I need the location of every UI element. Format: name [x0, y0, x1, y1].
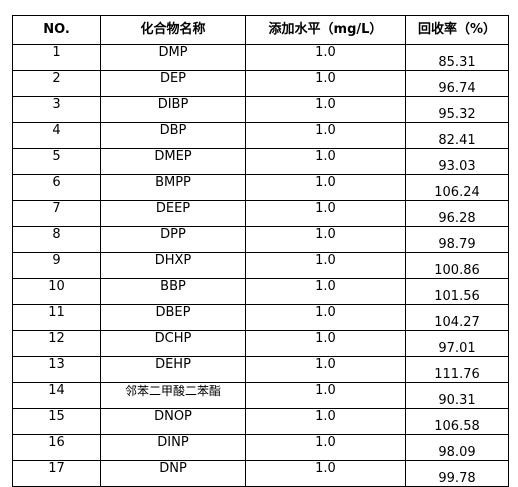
cell-addition-level: 1.0 [245, 122, 406, 149]
cell-no: 12 [12, 330, 101, 357]
cell-no: 17 [12, 460, 101, 487]
table-row: 12 DCHP 1.0 97.01 [12, 330, 509, 357]
cell-addition-level: 1.0 [245, 252, 406, 279]
table-row: 10 BBP 1.0 101.56 [12, 278, 509, 305]
table-row: 7 DEEP 1.0 96.28 [12, 200, 509, 227]
cell-recovery-rate: 97.01 [405, 330, 509, 357]
cell-addition-level: 1.0 [245, 408, 406, 435]
cell-addition-level: 1.0 [245, 226, 406, 253]
cell-compound-name: DBP [100, 122, 246, 149]
cell-no: 16 [12, 434, 101, 461]
cell-no: 4 [12, 122, 101, 149]
cell-no: 8 [12, 226, 101, 253]
cell-compound-name: DEHP [100, 356, 246, 383]
header-no: NO. [12, 15, 101, 45]
cell-compound-name: DPP [100, 226, 246, 253]
cell-no: 14 [12, 382, 101, 409]
cell-compound-name: DEP [100, 70, 246, 97]
cell-recovery-rate: 104.27 [405, 304, 509, 331]
cell-no: 6 [12, 174, 101, 201]
cell-addition-level: 1.0 [245, 148, 406, 175]
table-row: 8 DPP 1.0 98.79 [12, 226, 509, 253]
cell-no: 2 [12, 70, 101, 97]
cell-no: 11 [12, 304, 101, 331]
cell-recovery-rate: 106.24 [405, 174, 509, 201]
table-row: 17 DNP 1.0 99.78 [12, 460, 509, 487]
cell-no: 13 [12, 356, 101, 383]
cell-compound-name: DBEP [100, 304, 246, 331]
cell-recovery-rate: 100.86 [405, 252, 509, 279]
recovery-table-container: NO. 化合物名称 添加水平（mg/L） 回收率（%） 1 DMP 1.0 85.31… [12, 15, 509, 487]
cell-addition-level: 1.0 [245, 44, 406, 71]
cell-recovery-rate: 106.58 [405, 408, 509, 435]
cell-recovery-rate: 96.28 [405, 200, 509, 227]
cell-recovery-rate: 95.32 [405, 96, 509, 123]
cell-compound-name: DCHP [100, 330, 246, 357]
cell-addition-level: 1.0 [245, 434, 406, 461]
cell-recovery-rate: 98.79 [405, 226, 509, 253]
cell-recovery-rate: 93.03 [405, 148, 509, 175]
cell-addition-level: 1.0 [245, 460, 406, 487]
table-body: 1 DMP 1.0 85.31 2 DEP 1.0 96.74 3 DIBP 1.0 95.32 4 DB… [12, 44, 509, 487]
cell-recovery-rate: 111.76 [405, 356, 509, 383]
cell-compound-name: DIBP [100, 96, 246, 123]
table-row: 1 DMP 1.0 85.31 [12, 44, 509, 71]
table-header: NO. 化合物名称 添加水平（mg/L） 回收率（%） [12, 15, 509, 45]
cell-addition-level: 1.0 [245, 382, 406, 409]
cell-compound-name: 邻苯二甲酸二苯酯 [100, 382, 246, 409]
table-row: 5 DMEP 1.0 93.03 [12, 148, 509, 175]
table-row: 14 邻苯二甲酸二苯酯 1.0 90.31 [12, 382, 509, 409]
cell-addition-level: 1.0 [245, 96, 406, 123]
table-row: 9 DHXP 1.0 100.86 [12, 252, 509, 279]
cell-addition-level: 1.0 [245, 330, 406, 357]
table-row: 15 DNOP 1.0 106.58 [12, 408, 509, 435]
table-row: 16 DINP 1.0 98.09 [12, 434, 509, 461]
cell-no: 3 [12, 96, 101, 123]
table-row: 4 DBP 1.0 82.41 [12, 122, 509, 149]
cell-no: 5 [12, 148, 101, 175]
cell-recovery-rate: 85.31 [405, 44, 509, 71]
cell-no: 15 [12, 408, 101, 435]
cell-compound-name: DNOP [100, 408, 246, 435]
header-compound-name: 化合物名称 [100, 15, 246, 45]
header-addition-level: 添加水平（mg/L） [245, 15, 406, 45]
cell-addition-level: 1.0 [245, 356, 406, 383]
table-row: 11 DBEP 1.0 104.27 [12, 304, 509, 331]
cell-recovery-rate: 98.09 [405, 434, 509, 461]
cell-addition-level: 1.0 [245, 278, 406, 305]
cell-addition-level: 1.0 [245, 200, 406, 227]
cell-recovery-rate: 99.78 [405, 460, 509, 487]
recovery-table: NO. 化合物名称 添加水平（mg/L） 回收率（%） 1 DMP 1.0 85.31… [12, 15, 509, 487]
table-row: 2 DEP 1.0 96.74 [12, 70, 509, 97]
cell-recovery-rate: 101.56 [405, 278, 509, 305]
table-row: 3 DIBP 1.0 95.32 [12, 96, 509, 123]
cell-compound-name: BBP [100, 278, 246, 305]
cell-no: 1 [12, 44, 101, 71]
cell-addition-level: 1.0 [245, 304, 406, 331]
header-recovery-rate: 回收率（%） [405, 15, 509, 45]
cell-no: 9 [12, 252, 101, 279]
cell-compound-name: DHXP [100, 252, 246, 279]
table-row: 13 DEHP 1.0 111.76 [12, 356, 509, 383]
cell-compound-name: DMP [100, 44, 246, 71]
cell-compound-name: DMEP [100, 148, 246, 175]
cell-compound-name: DEEP [100, 200, 246, 227]
cell-compound-name: DNP [100, 460, 246, 487]
cell-addition-level: 1.0 [245, 70, 406, 97]
cell-no: 10 [12, 278, 101, 305]
cell-compound-name: BMPP [100, 174, 246, 201]
header-row: NO. 化合物名称 添加水平（mg/L） 回收率（%） [12, 15, 509, 45]
cell-no: 7 [12, 200, 101, 227]
cell-compound-name: DINP [100, 434, 246, 461]
table-row: 6 BMPP 1.0 106.24 [12, 174, 509, 201]
cell-recovery-rate: 82.41 [405, 122, 509, 149]
cell-addition-level: 1.0 [245, 174, 406, 201]
cell-recovery-rate: 90.31 [405, 382, 509, 409]
cell-recovery-rate: 96.74 [405, 70, 509, 97]
